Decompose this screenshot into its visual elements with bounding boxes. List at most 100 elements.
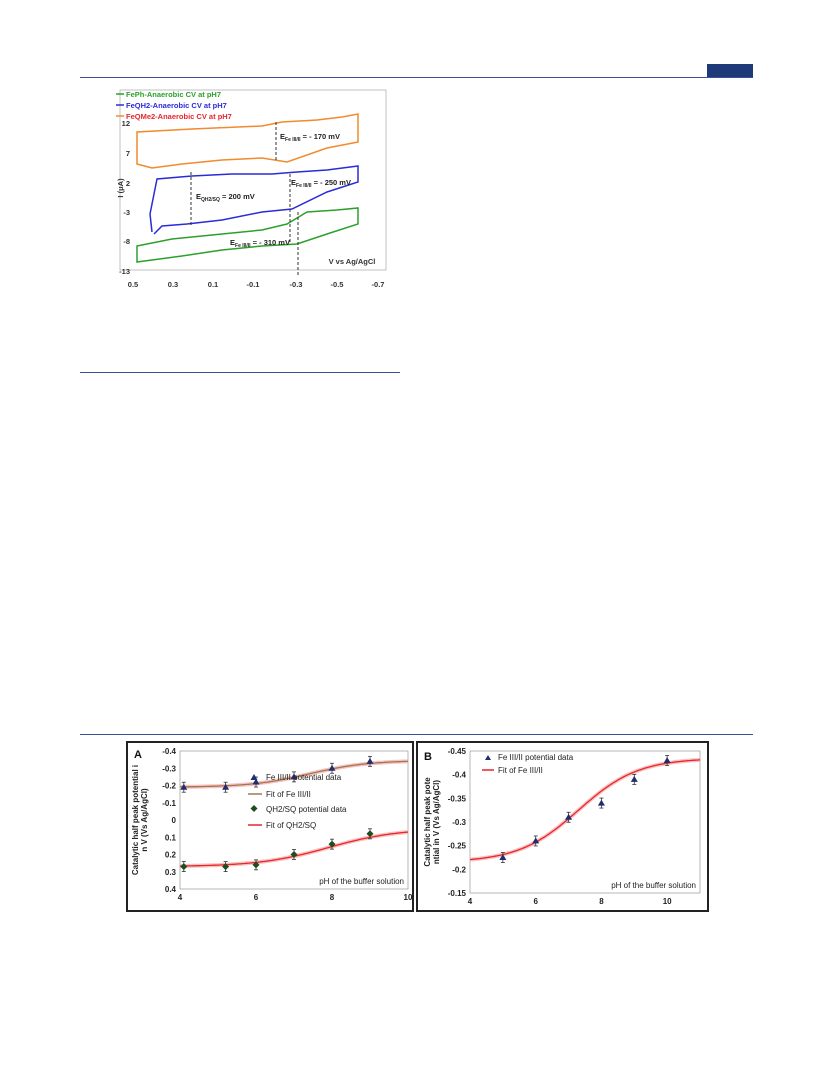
panel-b-chart: -0.45 -0.4 -0.35 -0.3 -0.25 -0.2 -0.154 6 8 10 Cat… [423,747,701,906]
y-tick-label: 0 [172,816,177,825]
cv-xtick: 0.3 [168,280,178,289]
cv-curve-blue [149,165,359,235]
fit-fe-line [469,759,701,861]
legend-label: Fit of QH2/SQ [266,821,316,830]
data-point-triangle [565,813,573,820]
legend-label: QH2/SQ potential data [266,805,347,814]
cv-curve-green [136,207,359,263]
cv-xlabel: V vs Ag/AgCl [329,257,376,266]
cv-ytick: -3 [123,208,130,217]
cv-legend-orange: FeQMe2-Anaerobic CV at pH7 [126,112,232,121]
data-point-triangle [290,773,298,780]
x-tick-label: 6 [254,893,259,902]
cv-ytick: 7 [126,149,130,158]
cv-xtick: 0.5 [128,280,138,289]
cv-ytick: 12 [122,119,130,128]
header-tab [707,64,753,77]
y-tick-label: -0.3 [452,818,466,827]
legend-marker-triangle [250,774,258,780]
cv-annot-blue-q: EQH2/SQ = 200 mV [196,192,255,203]
cv-legend: FePh-Anaerobic CV at pH7 FeQH2-Anaerobic… [116,90,232,121]
cv-curve-orange [136,113,359,169]
legend-label: Fe III/II potential data [266,773,342,782]
x-tick-label: 4 [178,893,183,902]
legend-label: Fit of Fe III/II [266,790,311,799]
panel-a-chart: -0.4 -0.3 -0.2 -0.1 0 0.1 0.2 0.3 0.44 6 8 10 Cataly… [131,747,413,902]
cv-legend-blue: FeQH2-Anaerobic CV at pH7 [126,101,227,110]
data-point-triangle [252,778,260,785]
panel-letter-b: B [424,751,432,763]
x-tick-label: 4 [468,897,473,906]
section-rule [80,372,400,373]
y-tick-label: -0.3 [162,764,176,773]
legend-label: Fe III/II potential data [498,753,574,762]
data-point-triangle [630,775,638,782]
y-tick-label: 0.4 [165,885,177,894]
y-tick-label: -0.2 [162,782,176,791]
data-point-diamond [222,863,230,871]
data-point-diamond [252,861,260,869]
panel-a: -0.4 -0.3 -0.2 -0.1 0 0.1 0.2 0.3 0.4 4 6 8 10 Cataly… [126,741,414,912]
data-point-triangle [597,799,605,806]
fit-qh2-line [179,831,409,867]
x-tick-label: 8 [599,897,604,906]
cv-xtick: 0.1 [208,280,218,289]
x-tick-label: 8 [330,893,335,902]
data-point-triangle [499,854,507,860]
data-point-triangle [532,837,540,844]
cv-legend-green: FePh-Anaerobic CV at pH7 [126,90,221,99]
y-tick-label: 0.3 [165,868,177,877]
y-tick-label: 0.1 [165,833,177,842]
legend-marker-diamond [250,805,258,812]
cv-annot-green: EFe III/II = - 310 mV [230,238,290,249]
y-tick-label: -0.15 [448,889,467,898]
cv-xtick: -0.7 [372,280,385,289]
y-tick-label: -0.35 [448,794,467,803]
y-tick-label: -0.1 [162,799,176,808]
panel-b: -0.45 -0.4 -0.35 -0.3 -0.25 -0.2 -0.15 4 6 8 10 Cat… [416,741,709,912]
figure-rule [80,734,753,735]
data-point-triangle [366,757,374,764]
data-point-triangle [222,783,230,790]
cv-annot-blue-fe: EFe III/II = - 250 mV [291,178,351,189]
y-tick-label: -0.25 [448,842,467,851]
y-tick-label: -0.2 [452,865,466,874]
x-axis-label: pH of the buffer solution [319,877,404,886]
cv-xtick: -0.1 [247,280,260,289]
legend-marker-triangle [485,755,491,760]
y-axis-label-line: n V (Vs Ag/AgCl) [140,788,149,852]
data-point-diamond [366,830,374,838]
cv-ylabel: I (μA) [116,178,125,198]
y-tick-label: 0.2 [165,851,177,860]
data-point-triangle [180,783,188,790]
y-tick-label: -0.4 [162,747,176,756]
data-point-triangle [663,756,671,763]
plot-area [469,750,701,894]
data-point-diamond [328,840,336,848]
cv-annot-orange: EFe III/II = - 170 mV [280,132,340,143]
panel-letter-a: A [134,749,142,761]
data-point-diamond [180,863,188,871]
legend-label: Fit of Fe III/II [498,766,543,775]
cv-figure: FePh-Anaerobic CV at pH7 FeQH2-Anaerobic… [116,89,387,289]
y-axis-label-line: Catalytic half peak pote [423,777,432,867]
cv-xtick: -0.3 [290,280,303,289]
data-point-triangle [328,764,336,771]
y-axis-label-line: ntial in V (Vs Ag/AgCl) [432,780,441,864]
plot-area [179,750,409,890]
y-tick-label: -0.4 [452,771,466,780]
cv-ytick: -8 [123,237,130,246]
y-axis-label-line: Catalytic half peak potential i [131,765,140,875]
data-point-diamond [290,851,298,858]
cv-ytick: 2 [126,179,130,188]
header-rule [80,77,753,78]
cv-ytick: -13 [119,267,130,276]
x-tick-label: 10 [663,897,672,906]
x-tick-label: 6 [533,897,538,906]
x-axis-label: pH of the buffer solution [611,881,696,890]
y-tick-label: -0.45 [448,747,467,756]
cv-xtick: -0.5 [331,280,344,289]
x-tick-label: 10 [404,893,412,902]
